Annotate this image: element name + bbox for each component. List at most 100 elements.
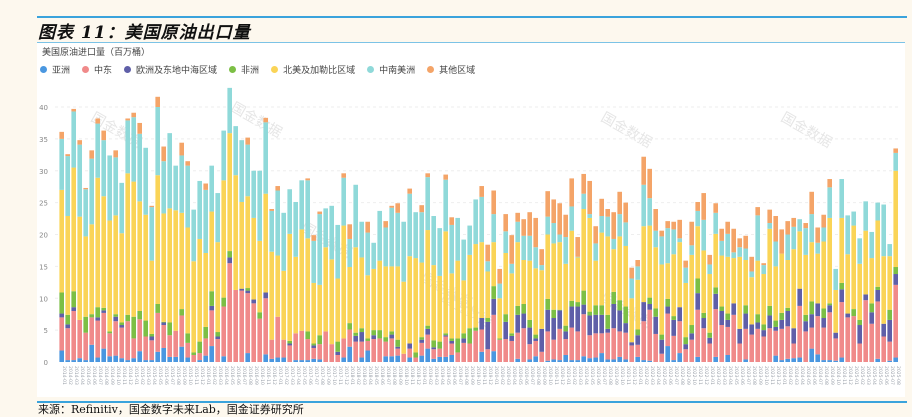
x-tick-label: 2015-04 xyxy=(151,366,157,385)
bar-segment xyxy=(689,325,694,334)
bar-segment xyxy=(227,133,232,252)
bar-segment xyxy=(491,242,496,287)
x-tick-label: 2023-11 xyxy=(769,366,775,385)
legend-item[interactable]: 亚洲 xyxy=(40,63,70,76)
x-tick-label: 2021-10 xyxy=(619,366,625,385)
bar-segment xyxy=(209,305,214,311)
bar-segment xyxy=(263,292,268,299)
bar-segment xyxy=(281,212,286,271)
x-tick-label: 2025-08 xyxy=(895,366,901,385)
bar-segment xyxy=(617,310,622,332)
bar-segment xyxy=(563,237,568,264)
bar-segment xyxy=(701,250,706,313)
bar-segment xyxy=(821,308,826,319)
bar-segment xyxy=(617,236,622,301)
bar-segment xyxy=(563,263,568,326)
bar-segment xyxy=(875,358,880,362)
bar-segment xyxy=(131,316,136,339)
bar-segment xyxy=(407,188,412,194)
x-tick-label: 2016-06 xyxy=(235,366,241,385)
bar-segment xyxy=(701,219,706,251)
x-tick-label: 2018-01 xyxy=(349,366,355,385)
bar-segment xyxy=(389,334,394,339)
bar-segment xyxy=(389,331,394,335)
bar-segment xyxy=(797,305,802,358)
bar-segment xyxy=(263,193,268,293)
bar-segment xyxy=(161,161,166,214)
bar-segment xyxy=(221,130,226,181)
bar-segment xyxy=(779,328,784,361)
bar-segment xyxy=(725,233,730,257)
bar-segment xyxy=(827,303,832,306)
legend-swatch xyxy=(229,66,237,73)
x-tick-label: 2019-07 xyxy=(457,366,463,385)
bar-segment xyxy=(845,313,850,318)
x-tick-label: 2017-11 xyxy=(337,366,343,385)
bar-segment xyxy=(95,118,100,124)
bar-segment xyxy=(761,274,766,325)
bar-segment xyxy=(179,212,184,310)
x-tick-label: 2018-12 xyxy=(415,366,421,385)
bar-segment xyxy=(851,316,856,362)
bar-segment xyxy=(461,333,466,339)
bar-segment xyxy=(683,349,688,362)
bar-segment xyxy=(269,251,274,340)
x-tick-label: 2017-06 xyxy=(307,366,313,385)
legend-item[interactable]: 欧洲及东地中海区域 xyxy=(124,63,217,76)
x-tick-label: 2023-05 xyxy=(733,366,739,385)
legend-item[interactable]: 中东 xyxy=(82,63,112,76)
bar-segment xyxy=(347,238,352,268)
bar-segment xyxy=(815,316,820,355)
bar-segment xyxy=(821,227,826,242)
bar-segment xyxy=(599,353,604,362)
bar-segment xyxy=(875,289,880,302)
bar-segment xyxy=(395,203,400,213)
bar-segment xyxy=(269,209,274,211)
bar-segment xyxy=(587,311,592,316)
x-tick-label: 2022-04 xyxy=(655,366,661,385)
bar-segment xyxy=(557,203,562,235)
legend-item[interactable]: 中南美洲 xyxy=(367,63,415,76)
bar-segment xyxy=(137,351,142,362)
bar-segment xyxy=(785,358,790,362)
bar-segment xyxy=(389,356,394,362)
bar-segment xyxy=(605,314,610,329)
bar-segment xyxy=(137,133,142,202)
bar-segment xyxy=(629,342,634,346)
legend-item[interactable]: 其他区域 xyxy=(427,63,475,76)
x-tick-label: 2017-07 xyxy=(313,366,319,385)
bar-segment xyxy=(77,216,82,320)
x-tick-label: 2023-04 xyxy=(727,366,733,385)
bar-segment xyxy=(239,288,244,291)
bar-segment xyxy=(317,284,322,336)
x-tick-label: 2025-02 xyxy=(859,366,865,385)
bar-segment xyxy=(695,356,700,362)
bar-segment xyxy=(575,256,580,258)
bar-segment xyxy=(137,319,142,352)
bar-segment xyxy=(179,346,184,362)
legend-item[interactable]: 北美及加勒比区域 xyxy=(271,63,355,76)
bar-segment xyxy=(347,346,352,362)
x-tick-label: 2020-12 xyxy=(559,366,565,385)
legend-item[interactable]: 非洲 xyxy=(229,63,259,76)
bar-segment xyxy=(647,198,652,226)
bar-segment xyxy=(665,228,670,264)
bar-segment xyxy=(353,335,358,342)
bar-segment xyxy=(851,225,856,310)
bar-segment xyxy=(101,307,106,311)
bar-segment xyxy=(449,224,454,274)
bar-segment xyxy=(731,228,736,253)
x-tick-label: 2015-01 xyxy=(133,366,139,385)
bar-segment xyxy=(209,165,214,212)
x-tick-label: 2020-10 xyxy=(547,366,553,385)
bar-segment xyxy=(353,332,358,336)
bar-segment xyxy=(737,328,742,344)
bar-segment xyxy=(809,242,814,302)
y-tick-label: 0 xyxy=(44,359,48,367)
bar-segment xyxy=(755,328,760,362)
bar-segment xyxy=(695,278,700,294)
bar-segment xyxy=(551,309,556,319)
bar-segment xyxy=(773,320,778,327)
bar-segment xyxy=(551,243,556,310)
x-tick-label: 2023-06 xyxy=(739,366,745,385)
